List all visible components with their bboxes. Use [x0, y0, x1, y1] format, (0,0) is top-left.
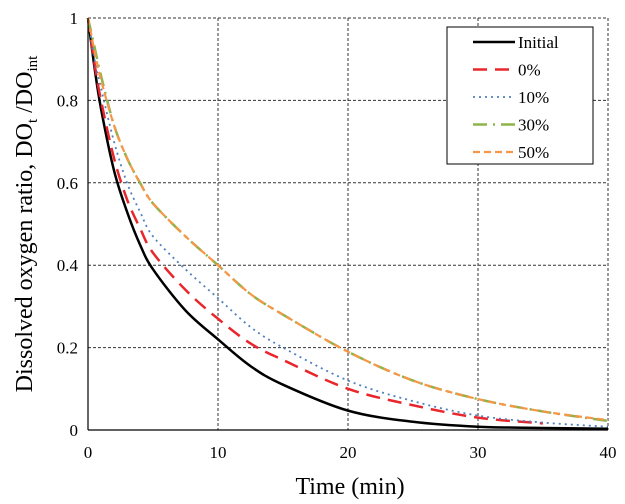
y-tick-label: 1: [70, 9, 79, 28]
legend-item: Initial: [473, 33, 559, 52]
series-lines: [86, 17, 609, 431]
legend-box: [446, 26, 594, 165]
legend-item: 0%: [473, 61, 541, 80]
legend-label: Initial: [518, 33, 559, 52]
y-tick-label: 0.6: [57, 174, 78, 193]
x-tick-label: 20: [340, 443, 357, 462]
legend-item: 50%: [473, 143, 549, 162]
y-axis-title-slash: /DO: [12, 72, 38, 119]
y-axis-title-sub-int: int: [25, 55, 41, 72]
legend-item: 30%: [473, 116, 549, 135]
legend-label: 50%: [518, 143, 549, 162]
series-line-50pct: [86, 17, 609, 422]
y-axis-title-main: Dissolved oxygen ratio, DO: [12, 123, 38, 392]
x-tick-label: 10: [210, 443, 227, 462]
legend-label: 10%: [518, 88, 549, 107]
y-axis-title-sub-t: t: [25, 118, 41, 123]
legend: Initial 0% 10% 30% 50%: [446, 26, 594, 165]
x-axis-title: Time (min): [295, 474, 404, 500]
y-tick-label: 0.2: [57, 339, 78, 358]
x-tick-label: 40: [600, 443, 617, 462]
axes: [87, 18, 608, 431]
tick-labels: 0 10 20 30 40 0 0.2 0.4 0.6 0.8 1: [57, 9, 617, 462]
legend-label: 0%: [518, 61, 541, 80]
grid: [88, 17, 609, 430]
x-tick-label: 30: [470, 443, 487, 462]
series-line-initial: [86, 17, 609, 431]
y-axis-title: Dissolved oxygen ratio, DOt /DOint: [12, 55, 41, 392]
legend-label: 30%: [518, 116, 549, 135]
x-tick-label: 0: [84, 443, 93, 462]
y-tick-label: 0.4: [57, 256, 79, 275]
legend-item: 10%: [473, 88, 549, 107]
y-tick-label: 0: [70, 421, 79, 440]
y-tick-label: 0.8: [57, 91, 78, 110]
